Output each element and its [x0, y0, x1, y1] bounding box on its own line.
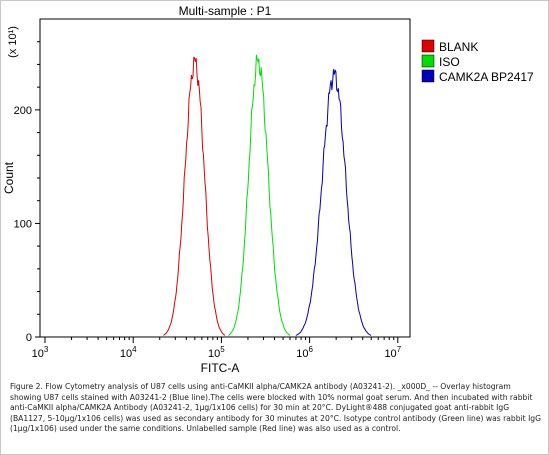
- plot-area: [39, 18, 411, 338]
- y-axis: 0 100 200: [14, 41, 40, 344]
- series-line: [163, 56, 226, 336]
- y-axis-label: Count: [2, 161, 16, 194]
- y-tick-label: 100: [14, 218, 32, 230]
- series-line: [295, 68, 372, 336]
- legend-swatch: [421, 39, 435, 53]
- x-tick-label: 105: [208, 345, 225, 360]
- histogram-series: [163, 54, 372, 336]
- y-multiplier-label: (x 10¹): [7, 26, 19, 58]
- legend-swatch: [421, 54, 435, 68]
- flow-cytometry-histogram: Multi-sample : P1 (x 10¹) Count FITC-A 0…: [2, 4, 534, 375]
- y-tick-label: 200: [14, 105, 32, 117]
- x-axis-label: FITC-A: [201, 361, 240, 375]
- series-line: [228, 54, 291, 336]
- x-axis: 103 104 105 106 107: [32, 337, 402, 360]
- y-tick-label: 0: [26, 332, 32, 344]
- legend-swatch: [421, 69, 435, 83]
- legend-label: BLANK: [439, 40, 478, 54]
- figure-caption: Figure 2. Flow Cytometry analysis of U87…: [10, 382, 542, 433]
- x-tick-label: 104: [120, 345, 137, 360]
- legend-label: ISO: [439, 55, 460, 69]
- legend-label: CAMK2A BP2417: [439, 70, 534, 84]
- x-tick-label: 103: [32, 345, 49, 360]
- x-tick-label: 106: [296, 345, 313, 360]
- chart-title: Multi-sample : P1: [179, 4, 272, 18]
- x-tick-label: 107: [384, 345, 401, 360]
